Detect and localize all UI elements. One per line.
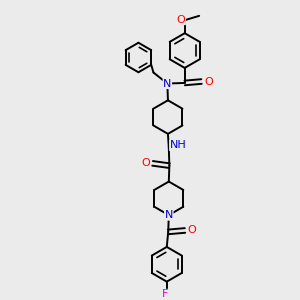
Text: N: N	[163, 79, 172, 88]
Text: O: O	[141, 158, 150, 168]
Text: N: N	[165, 210, 173, 220]
Text: NH: NH	[170, 140, 186, 150]
Text: F: F	[162, 290, 169, 299]
Text: O: O	[177, 15, 185, 25]
Text: O: O	[188, 226, 197, 236]
Text: O: O	[204, 76, 213, 86]
